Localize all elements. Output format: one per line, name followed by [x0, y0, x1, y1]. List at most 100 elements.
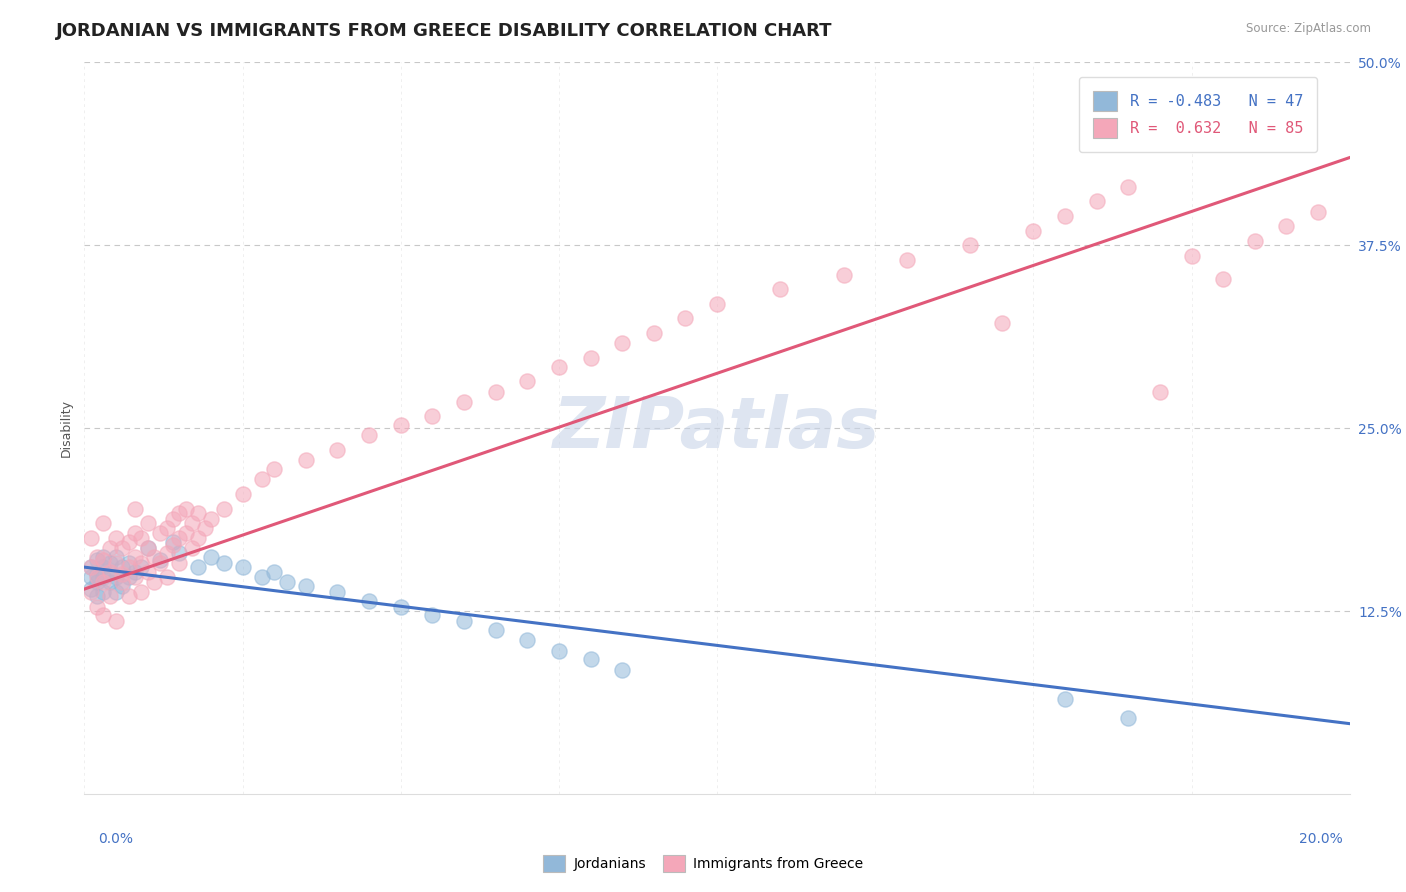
Point: [832, 268, 855, 282]
Point: [86, 549, 108, 564]
Point: [162, 512, 184, 526]
Point: [612, 336, 634, 351]
Point: [1022, 224, 1045, 238]
Point: [1149, 384, 1171, 399]
Point: [263, 565, 285, 579]
Point: [422, 608, 444, 623]
Point: [169, 506, 191, 520]
Point: [990, 316, 1012, 330]
Point: [422, 409, 444, 424]
Point: [174, 526, 197, 541]
Point: [169, 531, 191, 545]
Point: [111, 567, 134, 582]
Point: [484, 384, 508, 399]
Point: [180, 541, 204, 555]
Point: [98, 565, 121, 579]
Point: [516, 633, 538, 648]
Point: [643, 326, 665, 340]
Point: [93, 549, 115, 564]
Point: [93, 516, 115, 531]
Point: [124, 549, 146, 564]
Point: [579, 652, 602, 666]
Point: [136, 541, 159, 555]
Point: [548, 643, 571, 657]
Point: [149, 553, 172, 567]
Point: [1180, 248, 1202, 262]
Point: [98, 541, 121, 555]
Point: [389, 599, 412, 614]
Point: [118, 556, 141, 570]
Point: [1275, 219, 1298, 234]
Point: [149, 556, 172, 570]
Point: [143, 549, 166, 564]
Point: [86, 599, 108, 614]
Point: [105, 570, 127, 584]
Point: [98, 565, 121, 579]
Point: [162, 535, 184, 549]
Point: [129, 556, 153, 570]
Point: [98, 574, 121, 589]
Point: [231, 560, 254, 574]
Point: [326, 443, 349, 458]
Point: [136, 565, 159, 579]
Point: [111, 574, 134, 589]
Point: [357, 428, 380, 442]
Point: [769, 282, 792, 296]
Point: [118, 560, 141, 574]
Point: [1054, 691, 1077, 706]
Point: [105, 531, 127, 545]
Point: [200, 549, 222, 564]
Point: [105, 614, 127, 628]
Point: [86, 570, 108, 584]
Point: [187, 506, 209, 520]
Point: [453, 614, 475, 628]
Point: [129, 585, 153, 599]
Point: [612, 663, 634, 677]
Point: [93, 585, 115, 599]
Point: [212, 501, 235, 516]
Point: [98, 590, 121, 604]
Point: [250, 472, 273, 486]
Point: [174, 501, 197, 516]
Point: [155, 545, 177, 559]
Point: [79, 585, 103, 599]
Point: [93, 608, 115, 623]
Point: [959, 238, 981, 252]
Point: [675, 311, 697, 326]
Point: [1212, 272, 1234, 286]
Point: [548, 359, 571, 374]
Point: [1118, 711, 1140, 725]
Point: [79, 560, 103, 574]
Point: [295, 453, 318, 467]
Point: [86, 553, 108, 567]
Point: [1054, 209, 1077, 223]
Point: [86, 590, 108, 604]
Point: [118, 570, 141, 584]
Point: [98, 556, 121, 570]
Point: [706, 297, 728, 311]
Y-axis label: Disability: Disability: [60, 399, 73, 458]
Point: [105, 556, 127, 570]
Point: [93, 553, 115, 567]
Point: [896, 252, 918, 267]
Point: [187, 531, 209, 545]
Point: [295, 579, 318, 593]
Point: [79, 531, 103, 545]
Point: [516, 375, 538, 389]
Point: [162, 538, 184, 552]
Point: [212, 556, 235, 570]
Point: [1243, 234, 1265, 248]
Text: JORDANIAN VS IMMIGRANTS FROM GREECE DISABILITY CORRELATION CHART: JORDANIAN VS IMMIGRANTS FROM GREECE DISA…: [56, 22, 832, 40]
Point: [118, 590, 141, 604]
Point: [357, 594, 380, 608]
Point: [93, 560, 115, 574]
Point: [79, 560, 103, 574]
Point: [79, 570, 103, 584]
Point: [86, 567, 108, 582]
Point: [231, 487, 254, 501]
Point: [111, 541, 134, 555]
Point: [193, 521, 217, 535]
Point: [155, 521, 177, 535]
Point: [326, 585, 349, 599]
Point: [169, 556, 191, 570]
